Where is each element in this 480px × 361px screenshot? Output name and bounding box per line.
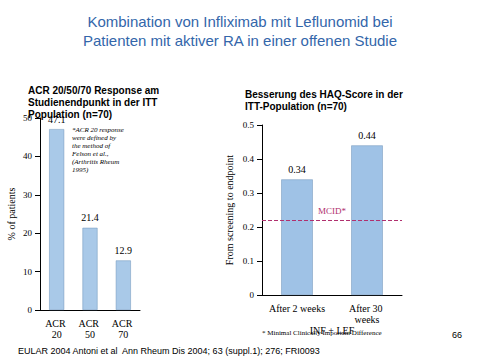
svg-text:20: 20: [23, 228, 33, 238]
svg-text:EULAR 2004 Antoni et al Ann R: EULAR 2004 Antoni et al Ann Rheum Dis 20…: [18, 346, 320, 356]
svg-text:Studienendpunkt in der ITT: Studienendpunkt in der ITT: [28, 97, 160, 108]
svg-text:MCID*: MCID*: [318, 206, 347, 216]
svg-text:12.9: 12.9: [115, 245, 133, 256]
svg-text:were defined by: were defined by: [72, 134, 118, 142]
svg-text:0: 0: [250, 290, 255, 300]
svg-text:ACR: ACR: [112, 318, 135, 329]
svg-text:1995): 1995): [72, 166, 89, 174]
svg-text:0.2: 0.2: [243, 222, 254, 232]
svg-text:66: 66: [452, 330, 462, 340]
svg-text:0: 0: [28, 305, 33, 315]
svg-text:*ACR 20 response: *ACR 20 response: [72, 126, 126, 134]
svg-text:Besserung des HAQ-Score in der: Besserung des HAQ-Score in der: [245, 89, 406, 100]
svg-text:50: 50: [23, 113, 33, 123]
svg-text:ITT-Population (n=70): ITT-Population (n=70): [245, 101, 347, 112]
svg-text:0.3: 0.3: [243, 188, 255, 198]
svg-text:After 30: After 30: [349, 303, 385, 314]
svg-text:21.4: 21.4: [81, 212, 99, 223]
svg-text:* Minimal Clinically Important: * Minimal Clinically Important Differenc…: [262, 328, 382, 337]
svg-text:30: 30: [23, 190, 33, 200]
svg-text:% of patients: % of patients: [6, 188, 17, 241]
svg-text:0.44: 0.44: [358, 130, 376, 141]
svg-text:(Arthritis Rheum: (Arthritis Rheum: [72, 158, 121, 166]
svg-text:50: 50: [85, 329, 95, 340]
svg-text:the method of: the method of: [72, 142, 112, 150]
svg-text:10: 10: [23, 267, 33, 277]
svg-text:0.4: 0.4: [243, 154, 255, 164]
svg-text:47.1: 47.1: [48, 114, 66, 125]
svg-text:INF + LEF: INF + LEF: [310, 325, 355, 336]
svg-text:70: 70: [118, 329, 128, 340]
svg-text:ACR: ACR: [78, 318, 101, 329]
svg-text:0.1: 0.1: [243, 256, 254, 266]
svg-text:weeks: weeks: [355, 314, 380, 325]
svg-text:Patienten mit aktiver RA in ei: Patienten mit aktiver RA in einer offene…: [83, 32, 397, 49]
svg-text:0.34: 0.34: [288, 164, 306, 175]
svg-text:0.5: 0.5: [243, 120, 255, 130]
svg-text:Population (n=70): Population (n=70): [28, 108, 113, 120]
svg-text:From screening to endpoint: From screening to endpoint: [224, 155, 235, 265]
svg-text:20: 20: [52, 329, 62, 340]
svg-text:Kombination von Infliximab mit: Kombination von Infliximab mit Leflunomi…: [87, 13, 392, 30]
svg-text:ACR 20/50/70 Response am: ACR 20/50/70 Response am: [28, 85, 162, 96]
svg-text:Felson et al.,: Felson et al.,: [71, 150, 110, 158]
svg-text:ACR: ACR: [45, 318, 68, 329]
svg-text:After 2 weeks: After 2 weeks: [269, 303, 325, 314]
svg-text:40: 40: [23, 151, 33, 161]
